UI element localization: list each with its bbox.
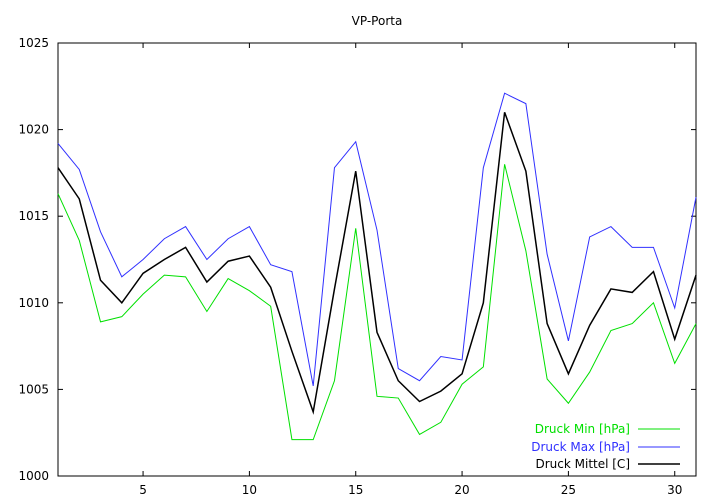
plot-frame — [57, 42, 697, 477]
legend-label-2: Druck Max [hPa] — [531, 440, 630, 454]
series-line-3 — [57, 112, 697, 415]
y-tick-label: 1015 — [18, 209, 49, 223]
series-line-1 — [57, 164, 697, 441]
y-tick-label: 1020 — [18, 123, 49, 137]
x-tick-label: 20 — [454, 483, 469, 497]
x-tick-label: 25 — [561, 483, 576, 497]
chart-title: VP-Porta — [352, 14, 403, 28]
legend-label-1: Druck Min [hPa] — [535, 422, 630, 436]
x-tick-label: 5 — [139, 483, 147, 497]
x-tick-label: 15 — [348, 483, 363, 497]
series-layer — [57, 92, 697, 441]
series-line-2 — [57, 92, 697, 387]
y-tick-label: 1010 — [18, 296, 49, 310]
y-tick-label: 1025 — [18, 36, 49, 50]
legend: Druck Min [hPa] Druck Max [hPa] Druck Mitt… — [531, 422, 680, 471]
legend-label-3: Druck Mittel [C] — [535, 457, 630, 471]
y-tick-label: 1000 — [18, 469, 49, 483]
x-tick-label: 30 — [667, 483, 682, 497]
x-tick-label: 10 — [242, 483, 257, 497]
y-tick-label: 1005 — [18, 382, 49, 396]
